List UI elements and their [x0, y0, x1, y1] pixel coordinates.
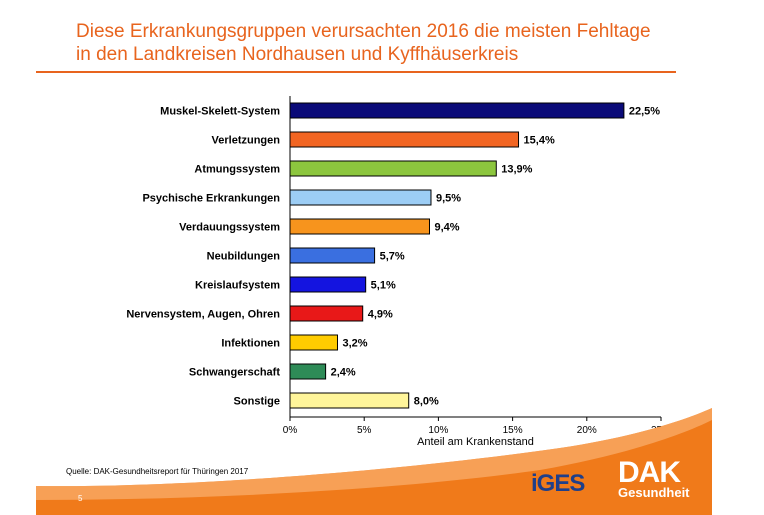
category-label: Neubildungen: [207, 251, 281, 263]
data-label: 5,1%: [371, 280, 396, 292]
x-tick-label: 20%: [577, 425, 597, 436]
title-divider: [36, 71, 676, 73]
iges-logo-text: iGES: [531, 470, 585, 497]
category-label: Nervensystem, Augen, Ohren: [126, 309, 280, 321]
iges-logo: iGES: [531, 470, 585, 498]
x-axis-title: Anteil am Krankenstand: [417, 436, 534, 448]
category-label: Infektionen: [221, 338, 280, 350]
category-label: Schwangerschaft: [189, 367, 280, 379]
data-label: 22,5%: [629, 106, 660, 118]
category-label: Verletzungen: [212, 135, 281, 147]
data-label: 13,9%: [501, 164, 532, 176]
page-title: Diese Erkrankungsgruppen verursachten 20…: [76, 20, 716, 66]
dak-logo: DAK Gesundheit: [616, 456, 700, 502]
title-line-2: in den Landkreisen Nordhausen und Kyffhä…: [76, 44, 519, 65]
data-label: 9,5%: [436, 193, 461, 205]
category-label: Psychische Erkrankungen: [142, 193, 280, 205]
category-label: Sonstige: [234, 396, 280, 408]
category-label: Verdauungssystem: [179, 222, 280, 234]
data-label: 9,4%: [434, 222, 459, 234]
bar-chart: Muskel-Skelett-System 22,5% Verletzungen 15…: [126, 96, 671, 448]
x-tick-label: 10%: [428, 425, 448, 436]
data-label: 8,0%: [414, 396, 439, 408]
dak-logo-subtext: Gesundheit: [618, 485, 690, 500]
data-label: 3,2%: [342, 338, 367, 350]
dak-logo-text: DAK: [618, 456, 681, 489]
source-note: Quelle: DAK-Gesundheitsreport für Thürin…: [66, 467, 249, 476]
data-label: 4,9%: [368, 309, 393, 321]
category-label: Atmungssystem: [194, 164, 280, 176]
title-line-1: Diese Erkrankungsgruppen verursachten 20…: [76, 21, 651, 42]
x-tick-label: 5%: [357, 425, 372, 436]
data-label: 2,4%: [331, 367, 356, 379]
category-label: Muskel-Skelett-System: [160, 106, 280, 118]
category-label: Kreislaufsystem: [195, 280, 280, 292]
data-label: 5,7%: [380, 251, 405, 263]
x-tick-label: 0%: [283, 425, 298, 436]
x-tick-label: 15%: [503, 425, 523, 436]
data-label: 15,4%: [524, 135, 555, 147]
page-number: 5: [78, 494, 83, 503]
